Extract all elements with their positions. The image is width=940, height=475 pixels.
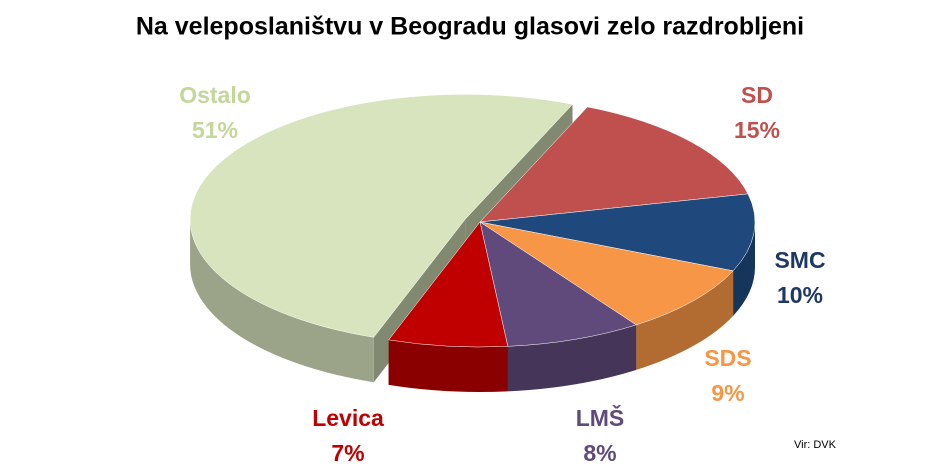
slice-label: Ostalo [179,82,251,108]
value-label: 9% [711,380,744,406]
slice [189,94,574,338]
slice [388,221,509,348]
slice-side [733,222,755,316]
tops [189,94,756,348]
slice-side [190,219,374,383]
sides [190,219,755,393]
value-label: 10% [777,282,823,308]
value-label: 15% [734,117,780,143]
value-label: 51% [192,117,238,143]
slice-label: SMC [774,247,825,273]
slice [479,221,637,347]
chart-title: Na veleposlaništvu v Beogradu glasovi ze… [136,13,804,41]
slice-label: SD [741,82,773,108]
value-label: 8% [583,440,616,466]
slice [479,193,756,272]
value-label: 7% [331,440,364,466]
slice-side [388,339,508,393]
slice-label: LMŠ [576,404,625,431]
slice-label: Levica [312,405,384,431]
source: Vir: DVK [794,439,837,451]
slice-side [507,324,637,392]
slice [479,106,749,223]
slice [479,221,734,326]
slice-label: SDS [704,345,751,371]
slice-side [636,270,734,370]
